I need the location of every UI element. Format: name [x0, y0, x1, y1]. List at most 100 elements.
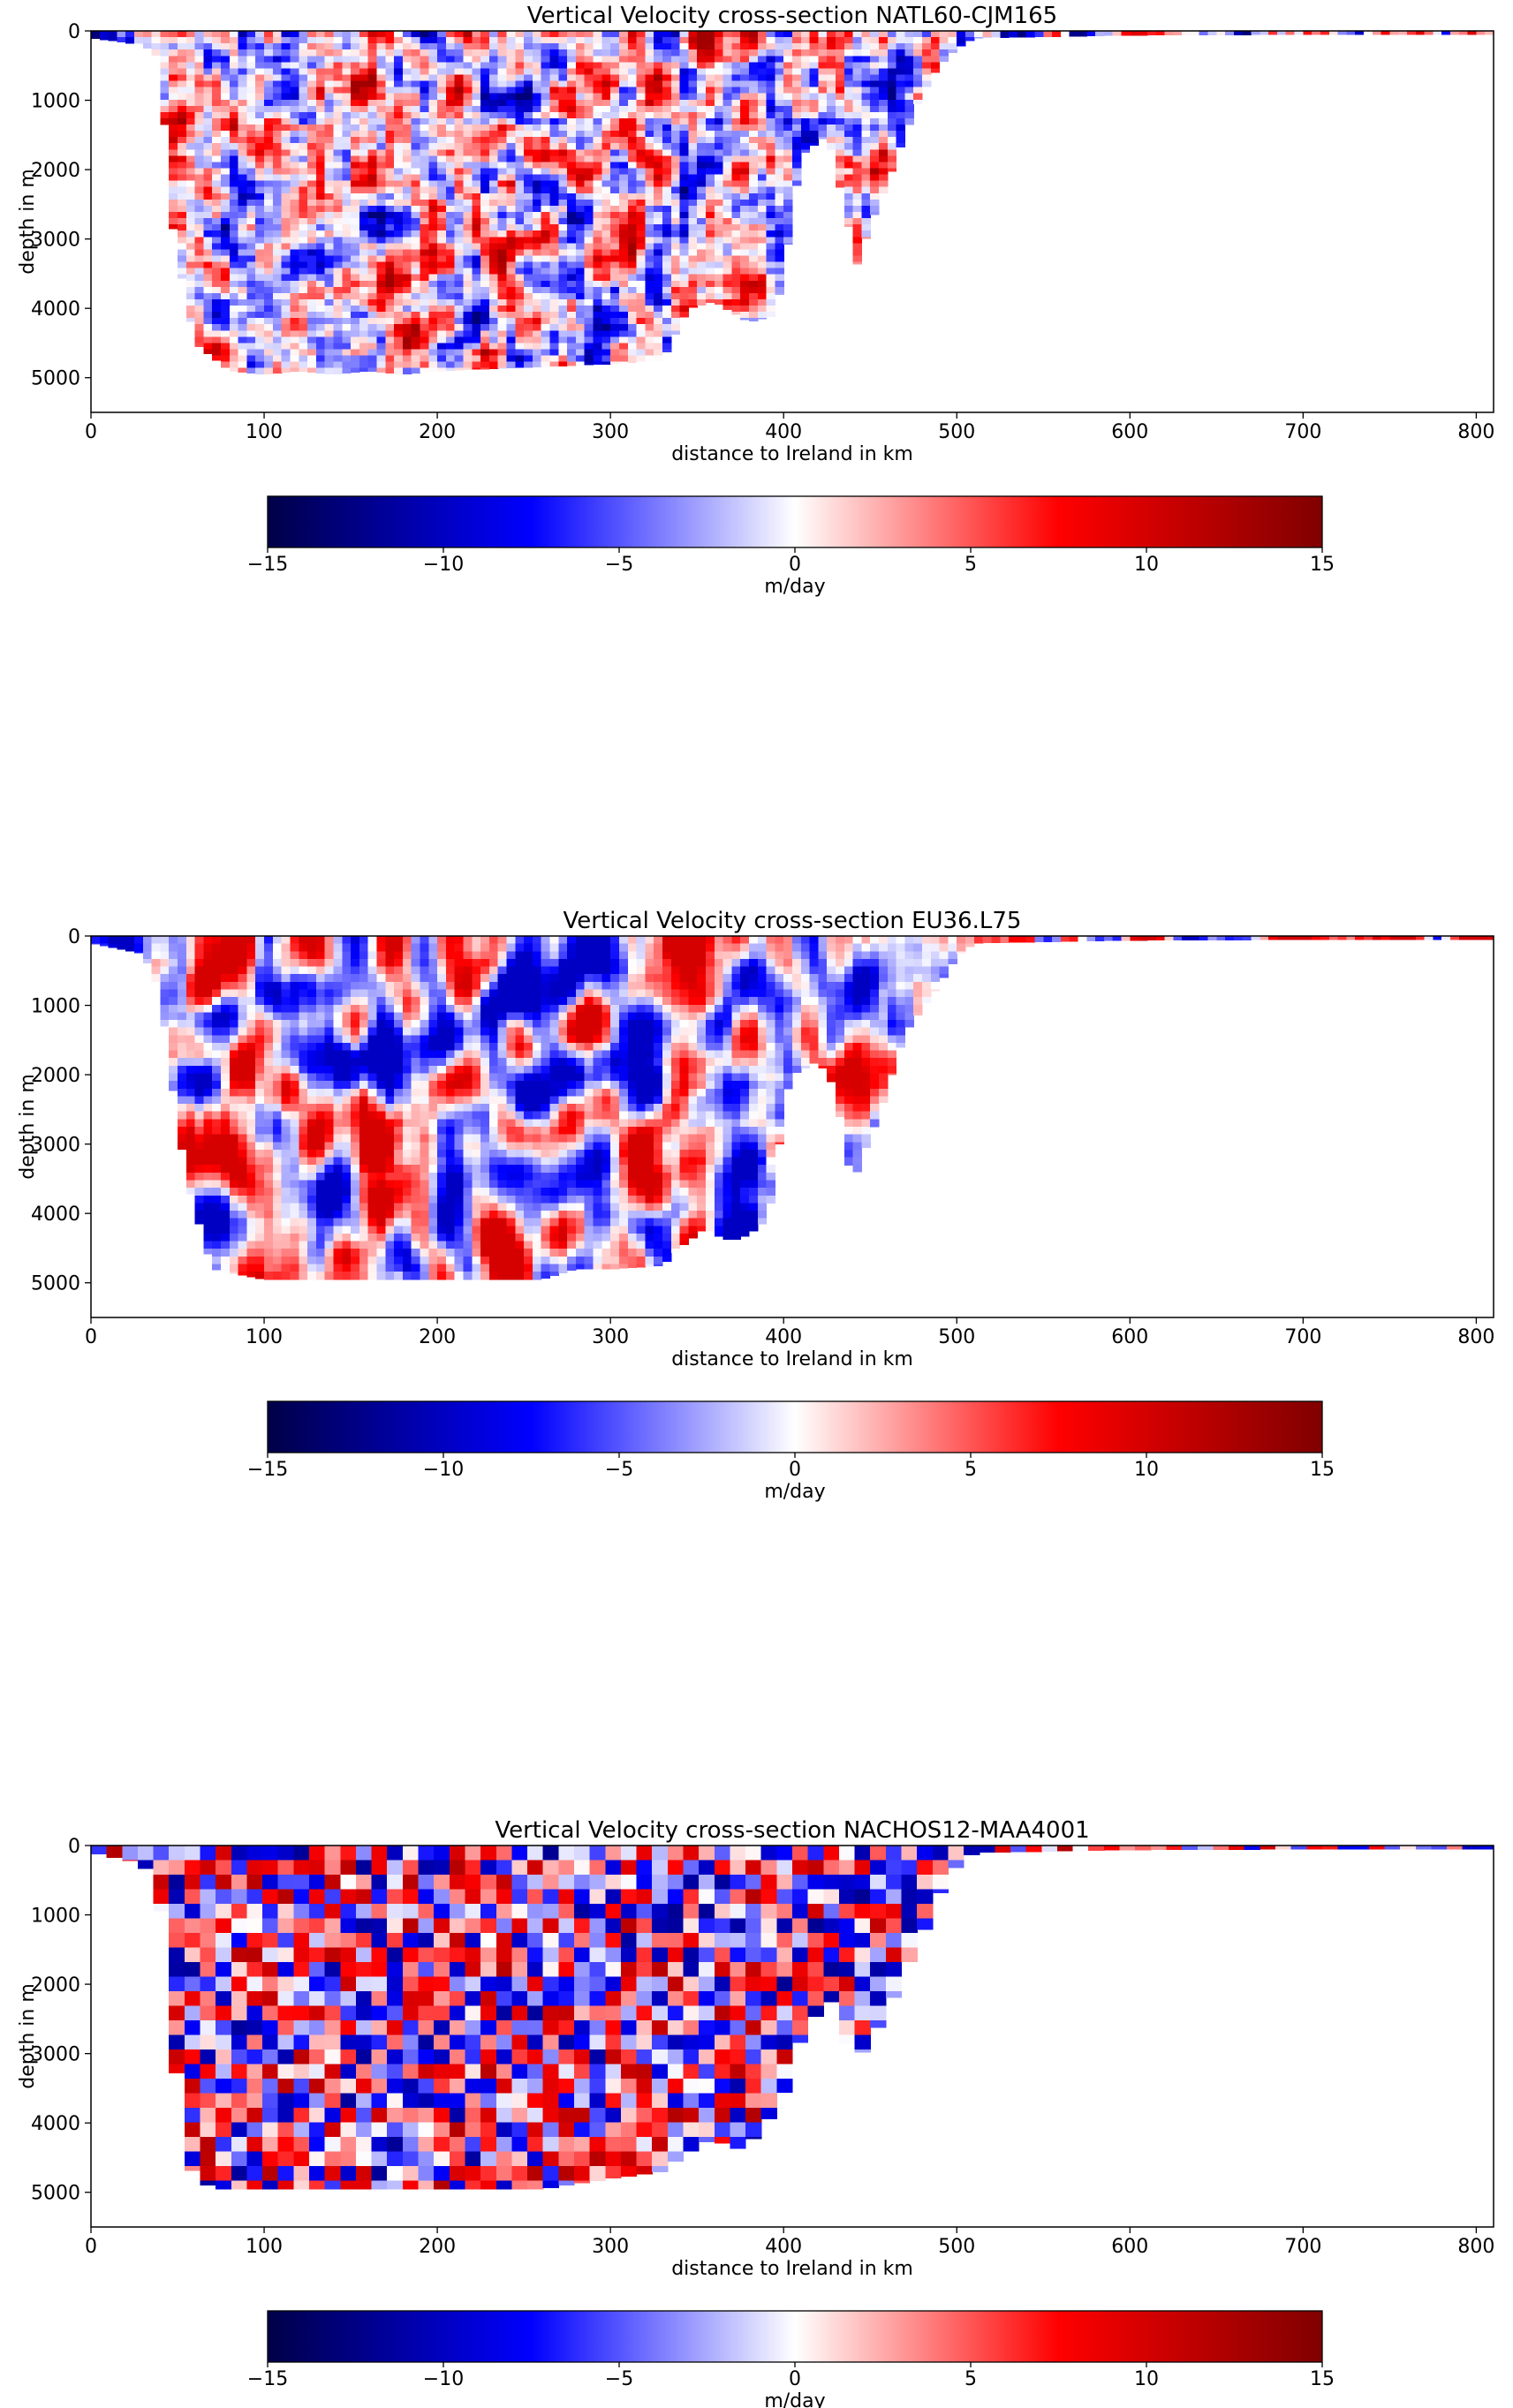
velocity-cell — [169, 1012, 178, 1021]
velocity-cell — [203, 205, 213, 213]
velocity-cell — [532, 324, 542, 331]
velocity-cell — [264, 237, 274, 244]
velocity-cell — [654, 212, 663, 219]
velocity-cell — [437, 268, 447, 276]
velocity-cell — [351, 205, 360, 213]
velocity-cell — [567, 268, 577, 276]
velocity-cell — [558, 280, 568, 288]
velocity-cell — [532, 93, 542, 101]
velocity-cell — [515, 131, 525, 138]
velocity-cell — [290, 336, 299, 344]
velocity-cell — [255, 280, 265, 288]
velocity-cell — [488, 31, 499, 38]
velocity-cell — [229, 1195, 239, 1204]
velocity-cell — [255, 318, 265, 325]
velocity-cell — [775, 155, 784, 163]
velocity-cell — [290, 1104, 299, 1113]
velocity-cell — [437, 180, 447, 188]
velocity-cell — [775, 286, 784, 294]
velocity-cell — [281, 1035, 291, 1044]
velocity-cell — [601, 212, 611, 219]
velocity-cell — [549, 99, 559, 107]
velocity-cell — [567, 292, 577, 300]
velocity-cell — [843, 99, 854, 107]
velocity-cell — [351, 37, 360, 44]
velocity-cell — [913, 99, 923, 105]
velocity-cell — [679, 255, 689, 263]
velocity-cell — [524, 268, 533, 276]
velocity-cell — [584, 249, 594, 257]
velocity-cell — [757, 312, 768, 319]
velocity-cell — [160, 80, 170, 88]
velocity-cell — [836, 111, 845, 119]
velocity-cell — [731, 230, 741, 238]
velocity-cell — [714, 125, 724, 132]
velocity-cell — [610, 249, 620, 257]
velocity-cell — [281, 292, 291, 300]
velocity-cell — [246, 336, 256, 344]
velocity-cell — [255, 186, 265, 194]
velocity-cell — [411, 80, 421, 88]
velocity-cell — [740, 43, 750, 50]
velocity-cell — [497, 111, 508, 119]
velocity-cell — [324, 261, 335, 269]
velocity-cell — [852, 212, 863, 219]
velocity-cell — [541, 43, 551, 50]
velocity-cell — [575, 249, 586, 257]
velocity-cell — [722, 49, 732, 57]
velocity-cell — [472, 268, 481, 276]
velocity-cell — [705, 37, 715, 44]
velocity-cell — [731, 155, 741, 163]
velocity-cell — [169, 143, 178, 150]
velocity-cell — [437, 137, 447, 144]
velocity-cell — [281, 93, 291, 101]
velocity-cell — [601, 324, 611, 331]
velocity-cell — [688, 192, 698, 200]
velocity-cell — [264, 1111, 274, 1120]
velocity-cell — [645, 336, 654, 344]
velocity-cell — [601, 192, 611, 200]
velocity-cell — [359, 274, 369, 282]
velocity-cell — [272, 99, 283, 107]
velocity-cell — [264, 1065, 274, 1075]
velocity-cell — [636, 31, 646, 38]
velocity-cell — [359, 324, 369, 331]
velocity-cell — [264, 74, 274, 82]
velocity-cell — [394, 199, 404, 207]
velocity-cell — [255, 1233, 265, 1242]
velocity-cell — [194, 1127, 205, 1136]
velocity-cell — [255, 1172, 265, 1181]
velocity-cell — [203, 1142, 213, 1151]
velocity-cell — [281, 286, 291, 294]
velocity-cell — [238, 1264, 248, 1272]
velocity-cell — [315, 131, 326, 138]
velocity-cell — [290, 306, 299, 313]
velocity-cell — [420, 131, 429, 138]
velocity-cell — [359, 249, 369, 257]
velocity-cell — [705, 111, 715, 119]
velocity-cell — [532, 355, 542, 363]
velocity-cell — [705, 286, 715, 294]
velocity-cell — [575, 286, 586, 294]
velocity-cell — [290, 74, 299, 82]
velocity-cell — [627, 137, 638, 144]
velocity-cell — [238, 1233, 248, 1242]
velocity-cell — [178, 174, 187, 182]
velocity-cell — [524, 155, 533, 163]
velocity-cell — [757, 243, 768, 251]
velocity-cell — [238, 355, 248, 363]
velocity-cell — [454, 330, 465, 337]
velocity-cell — [722, 131, 732, 138]
velocity-cell — [307, 249, 317, 257]
velocity-cell — [238, 1142, 248, 1151]
velocity-cell — [246, 989, 256, 998]
velocity-cell — [351, 274, 360, 282]
velocity-cell — [212, 1249, 222, 1257]
velocity-cell — [879, 99, 889, 107]
velocity-cell — [367, 43, 378, 50]
velocity-cell — [229, 1134, 239, 1143]
velocity-cell — [351, 87, 360, 94]
velocity-cell — [238, 1218, 248, 1227]
velocity-cell — [385, 349, 395, 357]
velocity-cell — [281, 143, 291, 150]
